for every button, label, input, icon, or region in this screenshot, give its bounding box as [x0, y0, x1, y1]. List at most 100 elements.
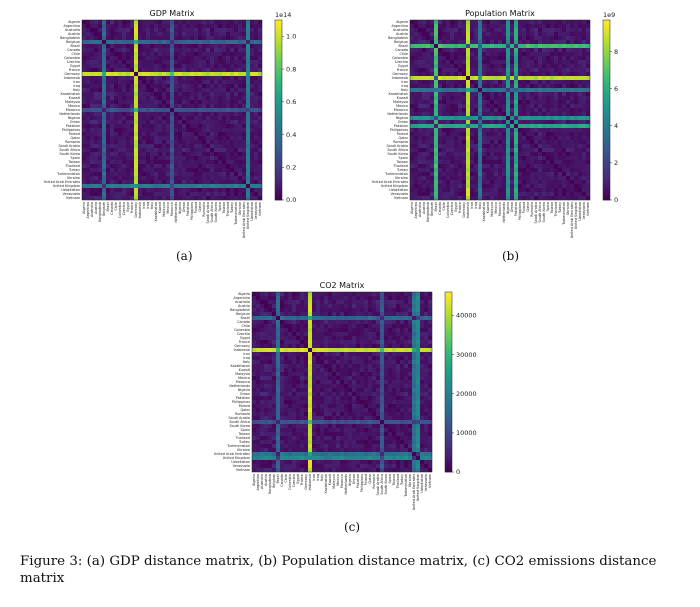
heatmap-cell [514, 128, 519, 133]
heatmap-cell [230, 156, 235, 161]
heatmap-cell [250, 172, 255, 177]
heatmap-cell [430, 128, 435, 133]
colorbar-segment [275, 35, 282, 39]
heatmap-cell [210, 148, 215, 153]
colorbar-segment [603, 128, 610, 132]
colorbar-tick-label: 0.8 [286, 65, 296, 73]
heatmap-cell [214, 136, 219, 141]
heatmap-cell [408, 292, 413, 297]
heatmap-cell [430, 196, 435, 201]
heatmap-cell [114, 136, 119, 141]
heatmap-cell [122, 56, 127, 61]
heatmap-cell [292, 296, 297, 301]
heatmap-cell [158, 124, 163, 129]
heatmap-cell [502, 176, 507, 181]
heatmap-cell [202, 124, 207, 129]
heatmap-cell [470, 180, 475, 185]
x-tick-label: Austria [94, 202, 98, 214]
heatmap-cell [506, 24, 511, 29]
heatmap-cell [510, 44, 515, 49]
heatmap-cell [454, 108, 459, 113]
heatmap-cell [178, 148, 183, 153]
heatmap-cell [344, 332, 349, 337]
heatmap-cell [418, 92, 423, 97]
heatmap-cell [214, 32, 219, 37]
heatmap-cell [574, 80, 579, 85]
heatmap-cell [570, 36, 575, 41]
y-tick-label: Iraq [401, 84, 408, 88]
heatmap-cell [182, 88, 187, 93]
heatmap-cell [324, 292, 329, 297]
heatmap-cell [158, 76, 163, 81]
heatmap-cell [190, 44, 195, 49]
heatmap-cell [414, 36, 419, 41]
heatmap-cell [260, 304, 265, 309]
heatmap-cell [94, 52, 99, 57]
heatmap-cell [514, 108, 519, 113]
heatmap-cell [558, 24, 563, 29]
heatmap-cell [252, 316, 257, 321]
heatmap-cell [190, 176, 195, 181]
heatmap-cell [550, 124, 555, 129]
heatmap-cell [292, 308, 297, 313]
heatmap-cell [446, 48, 451, 53]
heatmap-cell [186, 84, 191, 89]
heatmap-cell [214, 104, 219, 109]
heatmap-cell [194, 112, 199, 117]
heatmap-cell [486, 136, 491, 141]
heatmap-cell [418, 80, 423, 85]
heatmap-cell [450, 96, 455, 101]
heatmap-cell [296, 324, 301, 329]
heatmap-cell [582, 60, 587, 65]
heatmap-cell [114, 124, 119, 129]
heatmap-cell [554, 104, 559, 109]
heatmap-cell [522, 124, 527, 129]
heatmap-cell [296, 332, 301, 337]
heatmap-cell [518, 72, 523, 77]
heatmap-cell [486, 188, 491, 193]
y-tick-label: Taiwan [67, 160, 80, 164]
heatmap-cell [138, 76, 143, 81]
heatmap-cell [174, 104, 179, 109]
heatmap-cell [102, 100, 107, 105]
heatmap-cell [582, 44, 587, 49]
heatmap-cell [490, 128, 495, 133]
heatmap-cell [106, 108, 111, 113]
heatmap-cell [462, 140, 467, 145]
heatmap-cell [190, 32, 195, 37]
heatmap-cell [178, 124, 183, 129]
heatmap-cell [218, 24, 223, 29]
heatmap-cell [522, 52, 527, 57]
heatmap-cell [134, 108, 139, 113]
heatmap-cell [506, 84, 511, 89]
heatmap-cell [466, 56, 471, 61]
heatmap-cell [106, 188, 111, 193]
heatmap-cell [418, 56, 423, 61]
heatmap-cell [348, 292, 353, 297]
heatmap-cell [430, 124, 435, 129]
heatmap-cell [130, 140, 135, 145]
heatmap-cell [178, 136, 183, 141]
heatmap-cell [138, 196, 143, 201]
heatmap-cell [292, 336, 297, 341]
heatmap-cell [214, 36, 219, 41]
heatmap-cell [158, 92, 163, 97]
heatmap-cell [462, 196, 467, 201]
heatmap-cell [450, 144, 455, 149]
heatmap-cell [154, 168, 159, 173]
x-tick-label: Romania [530, 202, 534, 217]
heatmap-cell [256, 336, 261, 341]
x-tick-label: Argentina [86, 202, 90, 219]
heatmap-cell [238, 160, 243, 165]
heatmap-cell [404, 304, 409, 309]
heatmap-cell [546, 140, 551, 145]
heatmap-cell [570, 196, 575, 201]
heatmap-cell [426, 112, 431, 117]
heatmap-cell [396, 336, 401, 341]
heatmap-cell [412, 340, 417, 345]
heatmap-cell [410, 108, 415, 113]
colorbar-frame [274, 19, 283, 201]
heatmap-cell [222, 28, 227, 33]
heatmap-cell [446, 140, 451, 145]
heatmap-cell [458, 180, 463, 185]
